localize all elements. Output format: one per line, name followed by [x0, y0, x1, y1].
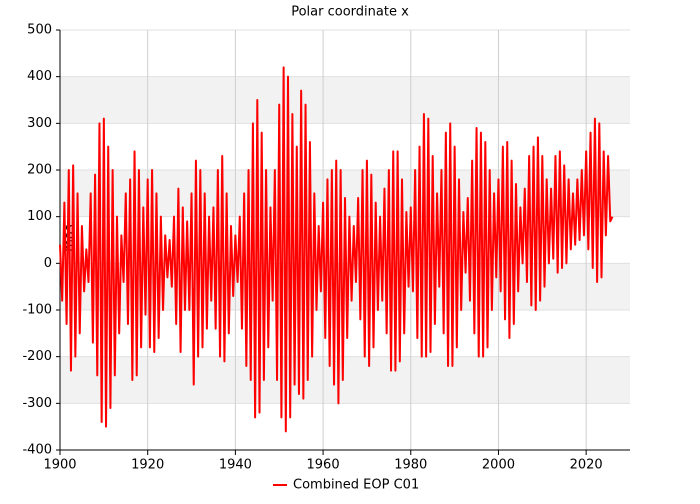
- y-tick-label: 400: [27, 69, 52, 84]
- chart-title: Polar coordinate x: [291, 5, 409, 20]
- y-tick-label: 200: [27, 163, 52, 178]
- y-tick-label: -100: [22, 303, 52, 318]
- x-tick-label: 1980: [394, 458, 427, 473]
- grid-band: [60, 76, 630, 124]
- y-tick-label: 300: [27, 116, 52, 131]
- data-line: [59, 66, 614, 433]
- x-tick-label: 1940: [219, 458, 252, 473]
- legend-label: Combined EOP C01: [293, 478, 419, 493]
- x-tick-label: 2020: [570, 458, 603, 473]
- y-tick-label: 0: [44, 256, 52, 271]
- x-tick-label: 1920: [131, 458, 164, 473]
- y-tick-label: -200: [22, 349, 52, 364]
- x-tick-label: 1900: [43, 458, 76, 473]
- y-tick-label: -400: [22, 443, 52, 458]
- x-tick-label: 1960: [307, 458, 340, 473]
- x-tick-label: 2000: [482, 458, 515, 473]
- y-tick-label: 500: [27, 23, 52, 38]
- y-tick-label: -300: [22, 396, 52, 411]
- y-tick-label: 100: [27, 209, 52, 224]
- grid-band: [60, 356, 630, 404]
